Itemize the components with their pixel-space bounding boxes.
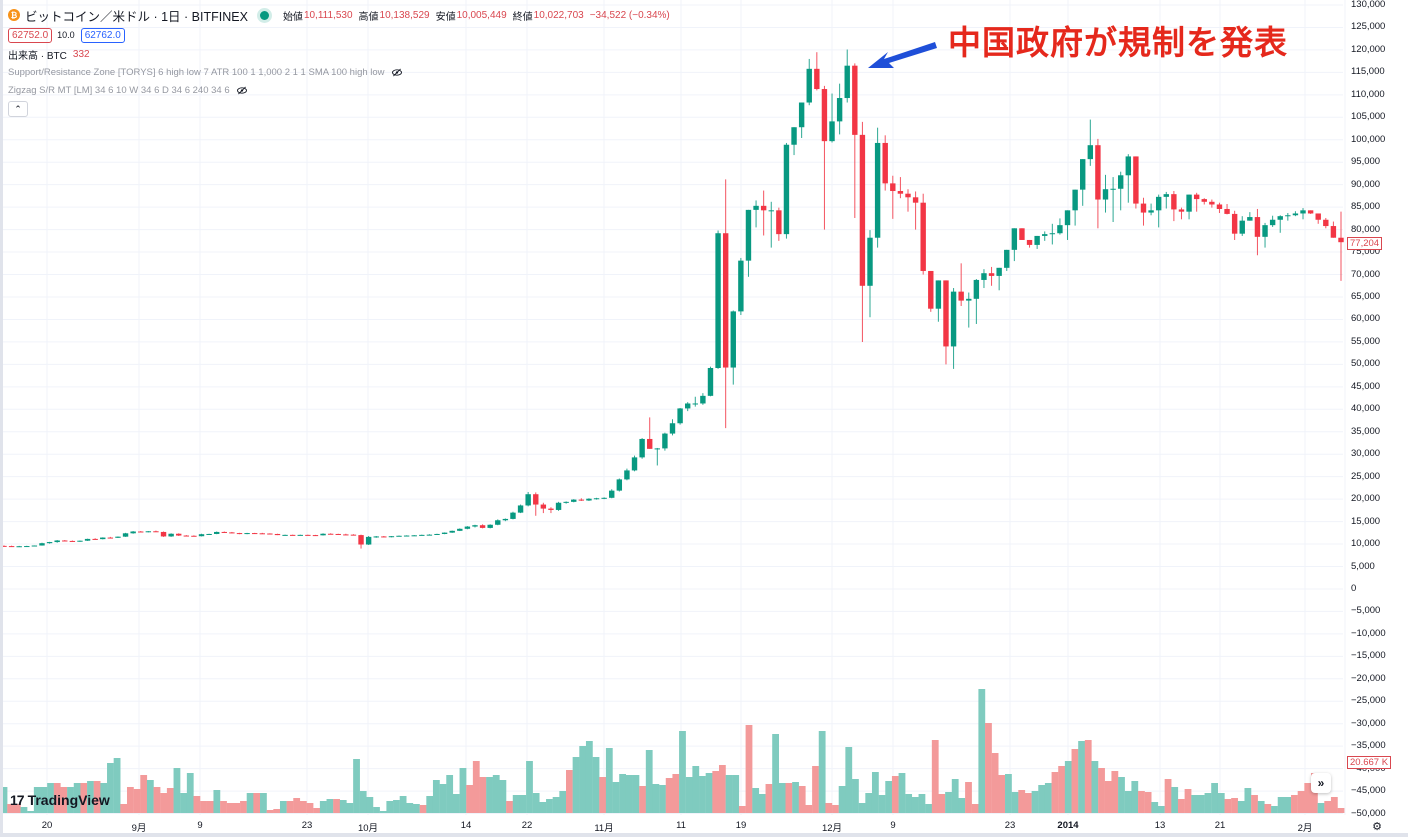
price-axis-label: 75,000: [1351, 246, 1381, 258]
price-axis-label: 120,000: [1351, 43, 1386, 55]
high-label: 高値: [358, 11, 379, 23]
tradingview-logo-icon: 17: [10, 792, 25, 808]
indicator-label[interactable]: Support/Resistance Zone [TORYS] 6 high l…: [8, 66, 385, 78]
time-axis-label: 11月: [594, 823, 614, 834]
time-axis-label: 9: [197, 820, 203, 831]
price-axis-label: 50,000: [1351, 358, 1381, 370]
price-axis-label: 100,000: [1351, 133, 1386, 145]
bid-ask-row: 62752.0 10.0 62762.0: [8, 26, 670, 44]
price-axis-label: 85,000: [1351, 201, 1381, 213]
close-value: 10,022,703: [533, 9, 584, 21]
price-axis-label: −25,000: [1351, 695, 1386, 707]
price-axis-label: −10,000: [1351, 627, 1386, 639]
price-axis-label: 80,000: [1351, 223, 1381, 235]
price-axis-label: 105,000: [1351, 111, 1386, 123]
time-axis-label: 11: [676, 820, 686, 831]
collapse-row: ⌃: [8, 100, 670, 118]
time-axis-label: 9月: [131, 823, 147, 834]
price-axis-label: 110,000: [1351, 88, 1385, 100]
price-axis-label: 15,000: [1351, 515, 1381, 527]
price-axis-label: −35,000: [1351, 740, 1386, 752]
symbol-row: ₿ ビットコイン／米ドル · 1日 · BITFINEX 始値 10,111,5…: [8, 6, 670, 24]
price-axis-label: 5,000: [1351, 560, 1375, 572]
volume-bars: [0, 689, 1345, 813]
price-axis-label: 45,000: [1351, 380, 1381, 392]
time-axis-label: 14: [460, 820, 472, 831]
price-axis-label: −15,000: [1351, 650, 1386, 662]
low-label: 安値: [435, 11, 456, 23]
open-label: 始値: [282, 11, 303, 23]
time-axis-label: 20: [41, 820, 53, 831]
high-value: 10,138,529: [379, 9, 430, 21]
time-axis-label: 19: [735, 820, 747, 831]
price-axis-label: 25,000: [1351, 470, 1381, 482]
volume-value: 332: [72, 48, 90, 60]
symbol-title[interactable]: ビットコイン／米ドル · 1日 · BITFINEX: [25, 9, 248, 24]
price-axis-label: 40,000: [1351, 403, 1381, 415]
indicator-row-1[interactable]: Support/Resistance Zone [TORYS] 6 high l…: [8, 63, 670, 81]
tradingview-logo[interactable]: 17 TradingView: [10, 792, 110, 808]
gear-icon[interactable]: ⚙: [1372, 820, 1382, 833]
price-axis-label: −5,000: [1351, 605, 1381, 617]
scroll-to-realtime-button[interactable]: »: [1311, 773, 1331, 793]
price-axis-label: 65,000: [1351, 290, 1381, 302]
time-axis-label: 2月: [1297, 823, 1313, 834]
price-axis-label: 125,000: [1351, 21, 1386, 33]
price-axis-label: 115,000: [1351, 66, 1385, 78]
bitcoin-icon: ₿: [8, 9, 20, 21]
grid-lines: [3, 0, 1346, 815]
left-border: [0, 0, 3, 837]
price-axis-label: 10,000: [1351, 538, 1381, 550]
low-value: 10,005,449: [456, 9, 507, 21]
time-axis-label: 2014: [1057, 820, 1079, 831]
market-open-icon: [259, 10, 269, 20]
time-axis-label: 23: [1004, 820, 1016, 831]
arrow-icon: [868, 42, 937, 68]
price-axis-label: −20,000: [1351, 672, 1386, 684]
time-axis-label: 13: [1154, 820, 1166, 831]
time-axis-label: 23: [301, 820, 313, 831]
last-volume-tag: 20.667 K: [1347, 756, 1392, 769]
time-axis-label: 12月: [821, 823, 843, 834]
sell-price-button[interactable]: 62752.0: [8, 27, 53, 43]
price-axis-label: 130,000: [1351, 0, 1386, 10]
price-candles: [1, 49, 1344, 549]
price-axis-label: 90,000: [1351, 178, 1381, 190]
volume-label[interactable]: 出来高 · BTC: [8, 50, 67, 62]
eye-hidden-icon[interactable]: [391, 68, 403, 77]
price-axis-label: −45,000: [1351, 785, 1386, 797]
buy-price-button[interactable]: 62762.0: [80, 27, 125, 43]
price-axis-label: 60,000: [1351, 313, 1381, 325]
price-axis-label: 55,000: [1351, 335, 1381, 347]
time-axis-label: 10月: [357, 823, 379, 834]
indicator-row-2[interactable]: Zigzag S/R MT [LM] 34 6 10 W 34 6 D 34 6…: [8, 81, 670, 99]
chevron-up-icon[interactable]: ⌃: [8, 101, 28, 117]
annotation-arrow: [868, 42, 937, 68]
price-axis-label: 70,000: [1351, 268, 1381, 280]
time-axis-label: 21: [1214, 820, 1226, 831]
time-axis-label: 9: [890, 820, 896, 831]
annotation-text: 中国政府が規制を発表: [948, 26, 1288, 62]
indicator-label[interactable]: Zigzag S/R MT [LM] 34 6 10 W 34 6 D 34 6…: [8, 84, 230, 96]
price-axis-label: −50,000: [1351, 807, 1386, 819]
bottom-border: [0, 833, 1408, 837]
chart-legend: ₿ ビットコイン／米ドル · 1日 · BITFINEX 始値 10,111,5…: [8, 6, 670, 118]
last-price-tag: 77,204: [1347, 237, 1383, 250]
volume-row: 出来高 · BTC 332: [8, 45, 670, 63]
price-axis-label: 20,000: [1351, 493, 1381, 505]
price-axis-label: 0: [1351, 582, 1357, 594]
price-axis-label: 30,000: [1351, 448, 1381, 460]
close-label: 終値: [512, 11, 533, 23]
eye-hidden-icon[interactable]: [236, 86, 248, 95]
change-value: −34,522 (−0.34%): [589, 9, 670, 21]
price-axis-label: 35,000: [1351, 425, 1381, 437]
tradingview-logo-text: TradingView: [27, 792, 110, 808]
time-axis-label: 22: [521, 820, 533, 831]
price-axis-label: 95,000: [1351, 156, 1381, 168]
open-value: 10,111,530: [303, 9, 353, 21]
spread-value: 10.0: [57, 30, 75, 40]
price-axis-label: −30,000: [1351, 717, 1386, 729]
